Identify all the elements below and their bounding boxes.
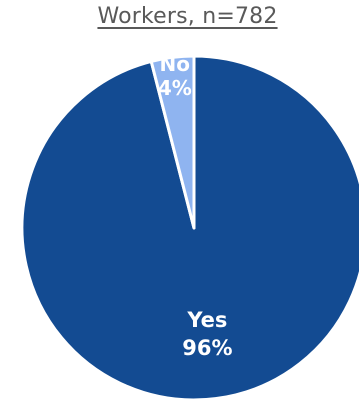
- pie-slice-yes: [20, 54, 359, 400]
- pie-labels: Yes 96% No4%: [158, 52, 233, 360]
- slice-value-label-yes: 96%: [182, 336, 232, 360]
- slice-category-label-yes: Yes: [186, 308, 227, 332]
- chart-title: Workers, n=782: [97, 4, 278, 29]
- pie-slice-no: [149, 54, 196, 230]
- pie-slices: [20, 54, 359, 400]
- slice-value-label-no: 4%: [158, 76, 192, 100]
- slice-category-label-no: No: [160, 52, 190, 76]
